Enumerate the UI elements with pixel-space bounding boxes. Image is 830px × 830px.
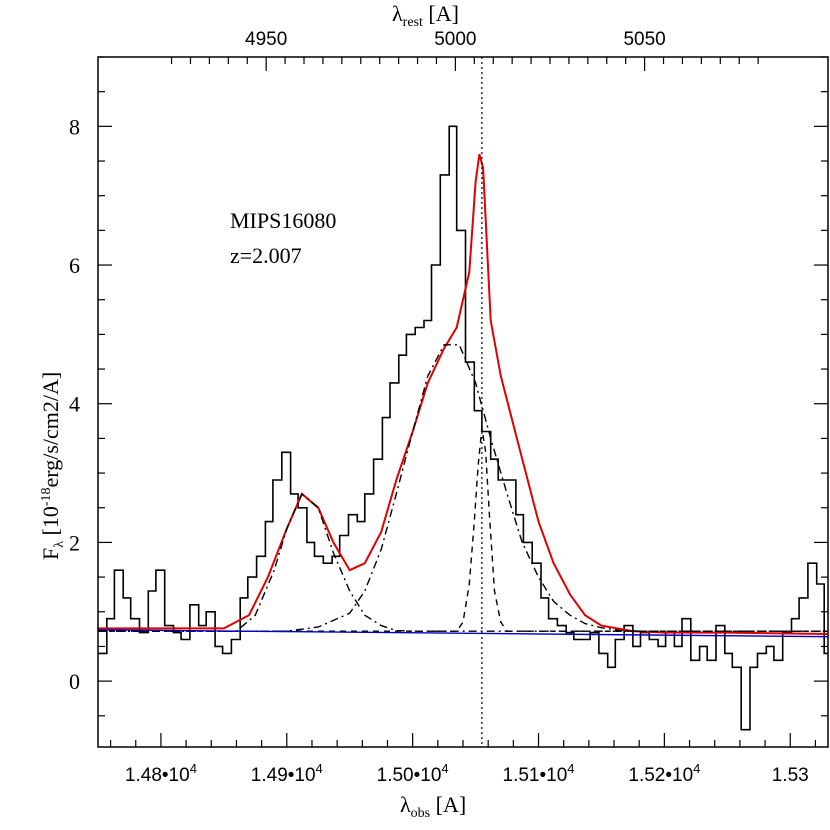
x-tick-label: 1.49•104 xyxy=(251,761,323,786)
rest-tick-label: 5050 xyxy=(623,29,665,50)
narrow-component-line xyxy=(98,427,828,632)
x-axis-rest-title: λrest [A] xyxy=(392,1,459,30)
broad-component-line xyxy=(98,344,828,632)
y-tick-label: 0 xyxy=(69,669,80,694)
observed-spectrum xyxy=(98,125,828,731)
y-tick-label: 2 xyxy=(69,530,80,555)
broad-component-line xyxy=(98,492,828,632)
series-layer xyxy=(97,125,829,731)
tick-layer: 1.48•104 1.49•104 1.50•104 1.51•104 1.52•104… xyxy=(69,29,828,786)
object-name-label: MIPS16080 xyxy=(230,208,336,233)
total-fit-line xyxy=(98,153,829,635)
rest-tick-label: 4950 xyxy=(245,29,287,50)
continuum-line xyxy=(97,629,829,638)
x-tick-label: 1.53 xyxy=(772,765,809,786)
y-axis-title: Fλ [10-18erg/s/cm2/A] xyxy=(38,372,67,560)
x-axis-obs-title: λobs [A] xyxy=(400,792,466,821)
x-tick-label: 1.52•104 xyxy=(628,761,700,786)
y-tick-label: 4 xyxy=(69,392,80,417)
y-tick-label: 8 xyxy=(69,114,80,139)
x-tick-label: 1.51•104 xyxy=(503,761,575,786)
plot-frame xyxy=(97,56,829,748)
x-tick-label: 1.50•104 xyxy=(377,761,449,786)
redshift-label: z=2.007 xyxy=(230,243,302,268)
x-tick-label: 1.48•104 xyxy=(125,761,197,786)
y-tick-label: 6 xyxy=(69,253,80,278)
rest-tick-label: 5000 xyxy=(434,29,476,50)
